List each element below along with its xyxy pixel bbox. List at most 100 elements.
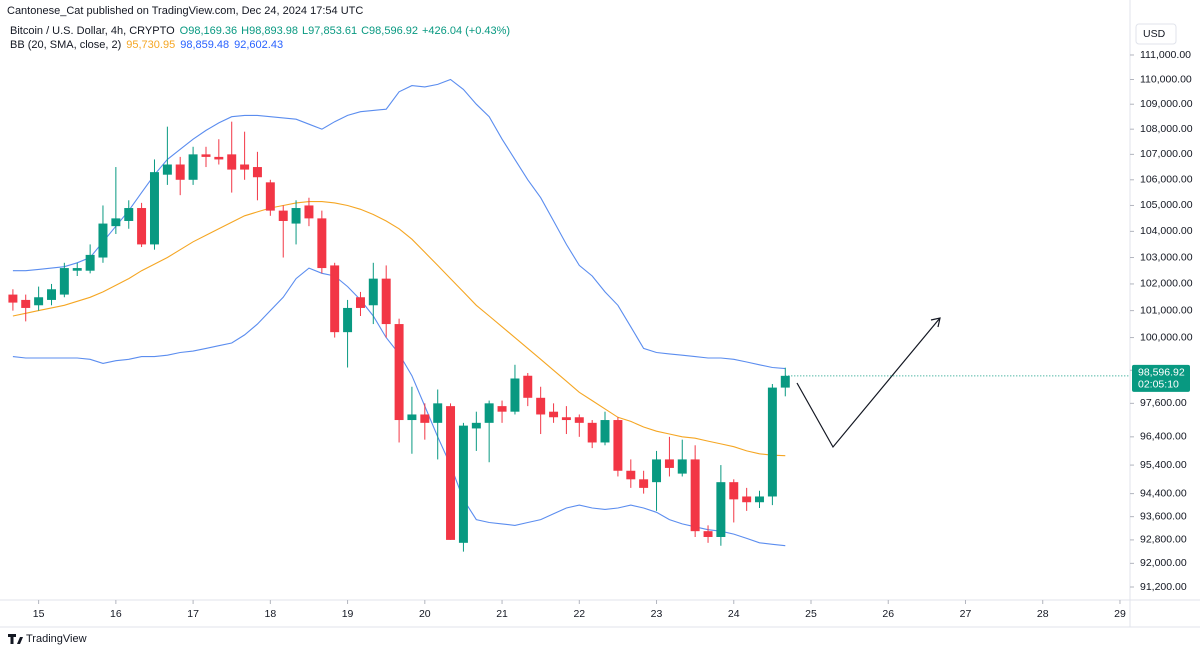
brand: TradingView — [8, 633, 87, 645]
y-tick-label: 106,000.00 — [1140, 174, 1193, 186]
symbol-legend: Bitcoin / U.S. Dollar, 4h, CRYPTO O98,169… — [10, 25, 510, 37]
y-tick-label: 92,800.00 — [1140, 534, 1187, 546]
candle-body — [175, 164, 185, 180]
brand-name: TradingView — [26, 633, 87, 645]
symbol: Bitcoin / U.S. Dollar, 4h, CRYPTO — [10, 25, 175, 37]
x-tick-label: 19 — [342, 608, 354, 620]
candle — [59, 262, 69, 298]
candle-body — [188, 154, 198, 180]
y-tick-label: 103,000.00 — [1140, 251, 1193, 263]
ohlc-low: L97,853.61 — [302, 25, 357, 37]
candle — [433, 389, 443, 460]
candle-body — [252, 167, 262, 178]
candle-body — [497, 406, 507, 412]
y-tick-label: 95,400.00 — [1140, 459, 1187, 471]
candle-body — [291, 208, 301, 224]
candle — [729, 479, 739, 523]
candle — [664, 436, 674, 477]
candle-body — [639, 479, 649, 488]
y-tick-label: 105,000.00 — [1140, 199, 1193, 211]
candle — [8, 289, 18, 311]
candle — [98, 205, 108, 263]
candle — [162, 126, 172, 185]
ohlc-high: H98,893.98 — [241, 25, 298, 37]
candle — [484, 400, 494, 463]
x-tick-label: 21 — [496, 608, 508, 620]
drawing-arrow — [796, 317, 941, 449]
candle-body — [368, 278, 378, 306]
candle — [278, 205, 288, 258]
candle-body — [317, 218, 327, 269]
candle-body — [420, 414, 430, 423]
currency[interactable]: USD — [1143, 28, 1166, 40]
candle — [252, 151, 262, 201]
candle — [175, 156, 185, 196]
indicator-lower: 92,602.43 — [234, 39, 283, 51]
candle-body — [394, 324, 404, 421]
candle — [355, 291, 365, 316]
candle-body — [484, 403, 494, 423]
candle — [240, 131, 250, 180]
x-tick-label: 15 — [33, 608, 45, 620]
candle — [188, 146, 198, 185]
candle — [111, 167, 121, 234]
candle — [716, 465, 726, 546]
last-price-label: 98,596.92 — [1138, 367, 1185, 379]
candle — [201, 146, 211, 168]
candle-body — [613, 420, 623, 471]
candle-body — [278, 210, 288, 221]
candle-body — [85, 254, 95, 271]
candle — [497, 400, 507, 423]
candle-body — [59, 268, 69, 295]
candle-body — [587, 422, 597, 443]
x-tick-label: 20 — [419, 608, 431, 620]
arrow-path — [796, 317, 941, 449]
y-tick-label: 100,000.00 — [1140, 331, 1193, 343]
candle — [381, 265, 391, 338]
x-tick-label: 17 — [187, 608, 199, 620]
arrow-head — [930, 317, 941, 328]
countdown: 02:05:10 — [1138, 379, 1179, 391]
candle-body — [561, 417, 571, 421]
y-tick-label: 102,000.00 — [1140, 278, 1193, 290]
y-tick-label: 108,000.00 — [1140, 123, 1193, 135]
candle-body — [304, 205, 314, 219]
candle — [343, 299, 353, 368]
x-tick-label: 24 — [728, 608, 740, 620]
plot-area — [8, 78, 1130, 552]
candle — [690, 445, 700, 537]
candle — [677, 439, 687, 477]
candle-body — [355, 297, 365, 308]
candle-body — [446, 406, 456, 540]
brand-logo — [8, 634, 23, 644]
candle-body — [754, 496, 764, 503]
candle-body — [111, 218, 121, 227]
candle — [227, 121, 237, 193]
candle-body — [98, 223, 108, 258]
band-line — [12, 78, 786, 370]
x-tick-label: 29 — [1114, 608, 1126, 620]
candle — [291, 200, 301, 245]
indicator: BB (20, SMA, close, 2) — [10, 39, 121, 51]
candle-body — [742, 496, 752, 503]
candle — [587, 420, 597, 449]
candle — [304, 197, 314, 227]
candle-body — [137, 208, 147, 245]
y-tick-label: 97,600.00 — [1140, 397, 1187, 409]
candle-body — [703, 531, 713, 537]
y-tick-label: 101,000.00 — [1140, 304, 1193, 316]
x-tick-label: 27 — [960, 608, 972, 620]
candle — [137, 202, 147, 248]
y-tick-label: 107,000.00 — [1140, 148, 1193, 160]
candle-body — [780, 375, 790, 388]
y-tick-label: 110,000.00 — [1140, 73, 1192, 85]
x-tick-label: 18 — [264, 608, 276, 620]
last-price-box — [1132, 364, 1190, 392]
candle — [214, 139, 224, 165]
candle-body — [72, 268, 82, 271]
candle — [767, 383, 777, 506]
chart-title: Cantonese_Cat published on TradingView.c… — [7, 5, 363, 17]
currency-box[interactable] — [1135, 23, 1177, 45]
candle — [510, 364, 520, 415]
candle-body — [265, 182, 275, 211]
